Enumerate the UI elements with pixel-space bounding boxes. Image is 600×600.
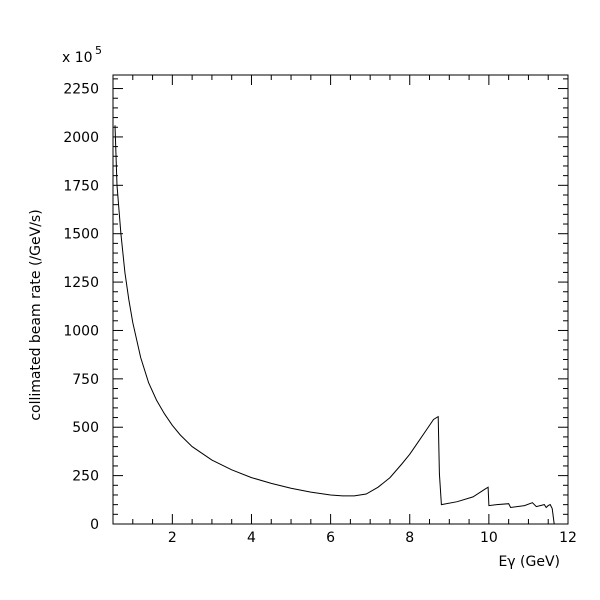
y-tick-label: 2250: [63, 82, 99, 98]
y-tick-label: 2000: [63, 130, 99, 146]
x-tick-label: 12: [559, 530, 577, 546]
axis-tick-labels: 2 4 6 8 10 12 0 250 500 750 1000 1250 1500 1750 2000 22…: [63, 82, 577, 546]
x-axis-label: Eγ (GeV): [498, 554, 560, 570]
x-tick-label: 6: [326, 530, 335, 546]
y-tick-label: 500: [72, 420, 99, 436]
y-tick-label: 1000: [63, 323, 99, 339]
axis-ticks: [112, 75, 569, 525]
y-tick-label: 1250: [63, 275, 99, 291]
y-axis-label: collimated beam rate (/GeV/s): [28, 209, 44, 420]
y-multiplier-exponent: 5: [95, 44, 102, 57]
y-tick-label: 750: [72, 372, 99, 388]
plot-frame: [112, 74, 569, 525]
y-multiplier-label: x 10 5: [62, 44, 102, 66]
y-tick-label: 0: [90, 517, 99, 533]
y-tick-label: 1500: [63, 227, 99, 243]
y-multiplier-text: x 10: [62, 50, 93, 66]
x-tick-label: 4: [247, 530, 256, 546]
series-layer: [114, 125, 555, 525]
y-tick-label: 250: [72, 469, 99, 485]
x-tick-label: 2: [168, 530, 177, 546]
x-tick-label: 8: [405, 530, 414, 546]
series-line-0: [114, 125, 555, 525]
x-tick-label: 10: [480, 530, 498, 546]
y-tick-label: 1750: [63, 178, 99, 194]
